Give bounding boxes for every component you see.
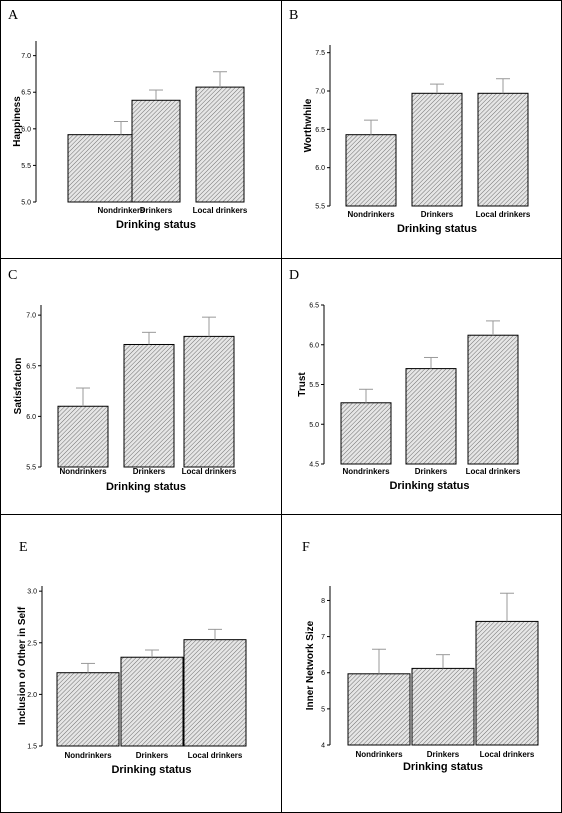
panel-a-category-label: Drinkers: [140, 206, 173, 215]
panel-b-y-tick-label: 7.5: [315, 50, 325, 57]
panel-b-category-label: Local drinkers: [476, 210, 531, 219]
panel-c-category-label: Local drinkers: [182, 467, 237, 476]
panel-f-y-tick-label: 5: [321, 706, 325, 713]
panel-c-y-tick-label: 5.5: [26, 465, 36, 472]
panel-a-y-axis-title: Happiness: [12, 96, 23, 147]
panel-d-category-label: Local drinkers: [466, 467, 521, 476]
panel-f-bar: [347, 673, 411, 746]
panel-a-category-label: Local drinkers: [193, 206, 248, 215]
panel-d-y-tick-label: 5.5: [309, 382, 319, 389]
panel-e-y-axis-title: Inclusion of Other in Self: [17, 606, 28, 725]
panel-e-bar: [183, 639, 247, 747]
panel-c-y-tick-label: 6.0: [26, 414, 36, 421]
panel-f-y-tick-label: 4: [321, 743, 325, 750]
panel-e-y-tick-label: 2.5: [27, 640, 37, 647]
panel-a-y-tick-label: 6.5: [21, 90, 31, 97]
panel-b-y-tick-label: 6.5: [315, 127, 325, 134]
panel-e-label: E: [19, 540, 28, 555]
panel-e-bar: [56, 672, 120, 747]
panel-b-y-tick-label: 5.5: [315, 204, 325, 211]
panel-b-category-label: Drinkers: [421, 210, 454, 219]
panel-d-y-tick-label: 6.0: [309, 342, 319, 349]
panel-f-category-label: Drinkers: [427, 750, 460, 759]
panel-a-bar: [131, 99, 181, 203]
panel-b-bar: [477, 92, 529, 207]
panel-c-bar: [183, 335, 235, 468]
panel-f-category-label: Local drinkers: [480, 750, 535, 759]
panel-a-bar: [195, 86, 245, 203]
panel-e-x-axis-title: Drinking status: [111, 764, 191, 776]
panel-f-label: F: [302, 540, 310, 555]
panel-f-category-label: Nondrinkers: [355, 750, 403, 759]
panel-d-label: D: [289, 268, 299, 283]
panel-b-y-axis-title: Worthwhile: [303, 98, 314, 152]
panel-d-y-tick-label: 6.5: [309, 303, 319, 310]
panel-b-label: B: [289, 8, 298, 23]
panel-e-category-label: Local drinkers: [188, 751, 243, 760]
panel-d-category-label: Nondrinkers: [342, 467, 390, 476]
panel-a-y-tick-label: 5.0: [21, 200, 31, 207]
panel-c-y-tick-label: 6.5: [26, 363, 36, 370]
panel-a-y-tick-label: 6.0: [21, 126, 31, 133]
panel-e-y-tick-label: 1.5: [27, 744, 37, 751]
panel-d-category-label: Drinkers: [415, 467, 448, 476]
panel-d-y-axis-title: Trust: [297, 372, 308, 397]
panel-b-x-axis-title: Drinking status: [397, 223, 477, 235]
panel-d-bar: [405, 368, 457, 465]
panel-e-y-tick-label: 2.0: [27, 692, 37, 699]
panel-a-y-tick-label: 5.5: [21, 163, 31, 170]
panel-b-bar: [345, 134, 397, 207]
panel-b-bar: [411, 92, 463, 207]
panel-b-y-tick-label: 6.0: [315, 165, 325, 172]
panel-d-y-tick-label: 5.0: [309, 422, 319, 429]
panel-e-category-label: Drinkers: [136, 751, 169, 760]
panel-c-category-label: Nondrinkers: [59, 467, 107, 476]
panel-b-category-label: Nondrinkers: [347, 210, 395, 219]
panel-c-bar: [57, 405, 109, 468]
panel-b-y-tick-label: 7.0: [315, 89, 325, 96]
panel-f-bar: [411, 667, 475, 746]
panel-c-bar: [123, 343, 175, 468]
panel-f-y-tick-label: 8: [321, 598, 325, 605]
panel-f-y-tick-label: 6: [321, 670, 325, 677]
panel-c-label: C: [8, 268, 17, 283]
panel-c-y-axis-title: Satisfaction: [13, 358, 24, 415]
panel-d-y-tick-label: 4.5: [309, 462, 319, 469]
panel-c-y-tick-label: 7.0: [26, 313, 36, 320]
panel-d-x-axis-title: Drinking status: [389, 480, 469, 492]
panel-a-x-axis-title: Drinking status: [116, 219, 196, 231]
panel-e-y-tick-label: 3.0: [27, 589, 37, 596]
panel-f-x-axis-title: Drinking status: [403, 761, 483, 773]
panel-c-category-label: Drinkers: [133, 467, 166, 476]
panel-f-y-axis-title: Inner Network Size: [305, 620, 316, 710]
panel-a-label: A: [8, 8, 19, 23]
panel-a-category-label: Nondrinkers: [97, 206, 145, 215]
panel-e-category-label: Nondrinkers: [64, 751, 112, 760]
panel-e-bar: [120, 656, 184, 747]
panel-d-bar: [467, 334, 519, 465]
panel-d-bar: [340, 402, 392, 465]
panel-a-y-tick-label: 7.0: [21, 53, 31, 60]
panel-c-x-axis-title: Drinking status: [106, 481, 186, 493]
panel-f-bar: [475, 620, 539, 746]
panel-f-y-tick-label: 7: [321, 634, 325, 641]
